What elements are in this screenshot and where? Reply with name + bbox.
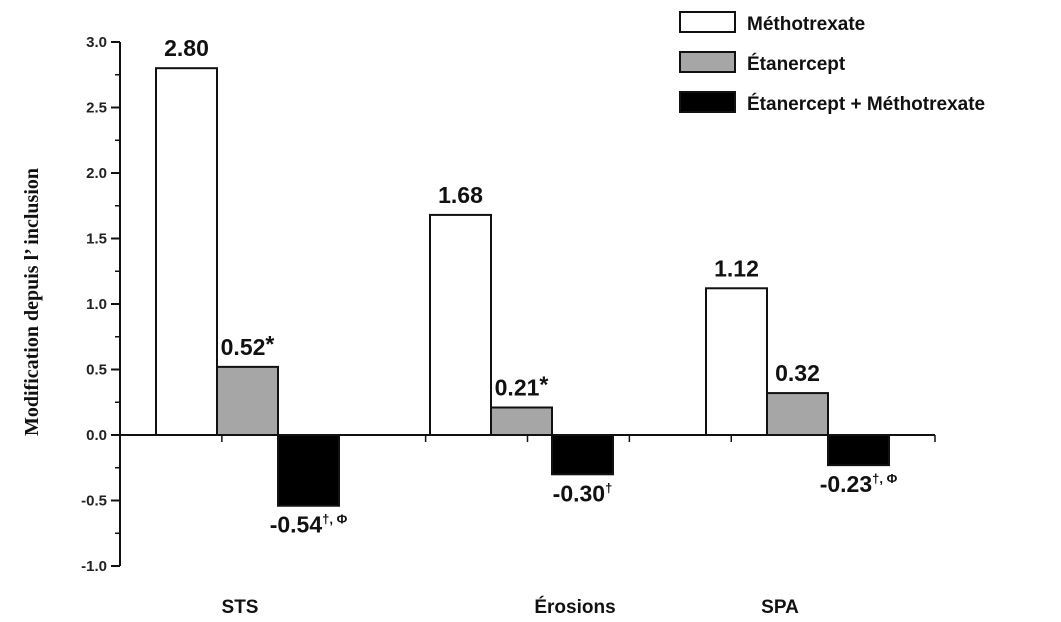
data-label: -0.23†, Φ bbox=[820, 471, 898, 497]
data-label: -0.54†, Φ bbox=[270, 512, 348, 538]
bar bbox=[551, 434, 614, 476]
data-label: 0.21* bbox=[495, 371, 549, 400]
data-label: 1.12 bbox=[714, 255, 759, 281]
legend-label: Étanercept + Méthotrexate bbox=[747, 93, 985, 115]
data-label: 0.52* bbox=[221, 331, 275, 360]
y-tick-label: 0.5 bbox=[86, 362, 107, 379]
legend-swatch bbox=[679, 51, 736, 73]
category-label: STS bbox=[222, 597, 259, 618]
y-tick-label: -0.5 bbox=[81, 493, 107, 510]
y-tick-label: 2.0 bbox=[86, 165, 107, 182]
legend-swatch bbox=[679, 11, 736, 33]
y-tick-label: 0.0 bbox=[86, 427, 107, 444]
bar bbox=[766, 392, 829, 436]
data-label: 1.68 bbox=[438, 182, 483, 208]
bar bbox=[155, 67, 218, 436]
bar bbox=[429, 213, 492, 436]
category-label: Érosions bbox=[534, 596, 615, 618]
y-axis-title: Modification depuis l’ inclusion bbox=[21, 168, 43, 436]
bar bbox=[705, 287, 768, 436]
y-tick-label: -1.0 bbox=[81, 558, 107, 575]
category-label: SPA bbox=[761, 597, 799, 618]
y-tick-label: 2.5 bbox=[86, 100, 107, 117]
bar bbox=[490, 406, 553, 436]
legend-label: Méthotrexate bbox=[747, 14, 865, 35]
legend-label: Étanercept bbox=[747, 53, 846, 75]
data-label: 0.32 bbox=[775, 360, 820, 386]
y-tick-label: 1.5 bbox=[86, 231, 107, 248]
legend: Méthotrexate Étanercept Étanercept + Métho… bbox=[679, 11, 985, 115]
data-label: -0.30† bbox=[553, 480, 613, 506]
data-labels-layer: 2.80 1.68 1.12 0.52* 0.21* 0.32 -0.54†, Φ -0.30… bbox=[164, 35, 897, 538]
bar bbox=[216, 365, 279, 437]
legend-swatch bbox=[679, 91, 736, 113]
y-tick-label: 1.0 bbox=[86, 296, 107, 313]
bar bbox=[827, 434, 890, 467]
bar bbox=[277, 434, 340, 507]
data-label: 2.80 bbox=[164, 35, 209, 61]
bars-layer bbox=[155, 67, 890, 507]
y-tick-label: 3.0 bbox=[86, 34, 107, 51]
